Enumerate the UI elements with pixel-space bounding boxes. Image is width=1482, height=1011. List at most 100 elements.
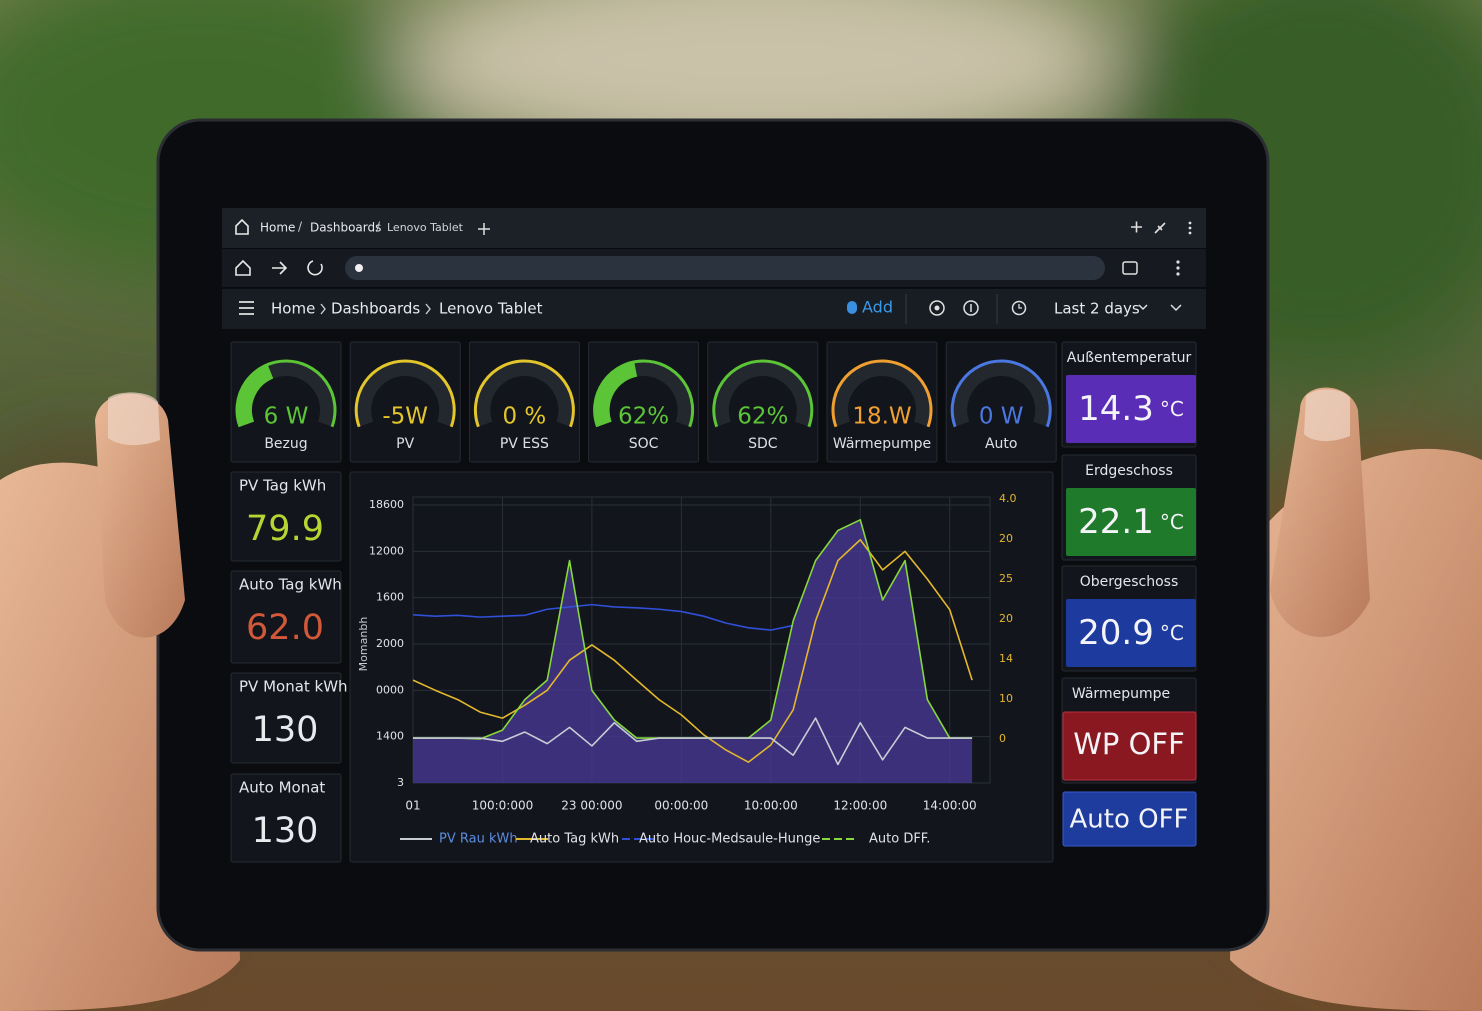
home-button[interactable] — [235, 259, 251, 276]
x-tick-label: 00:00:00 — [654, 799, 708, 813]
series-line — [413, 717, 973, 766]
tab-crumb[interactable]: Lenovo Tablet — [387, 221, 464, 234]
temp-value: 14.3 — [1078, 389, 1154, 429]
tab-separator: / — [298, 220, 303, 234]
crumb-chevron — [425, 303, 431, 315]
y2-tick-label: 20 — [999, 532, 1013, 545]
stat-title: Auto Tag kWh — [239, 576, 342, 594]
browser-menu[interactable] — [1176, 260, 1180, 276]
y-tick-label: 0000 — [376, 683, 404, 696]
gauge-value: -5W — [382, 404, 428, 430]
panel — [230, 672, 342, 764]
y2-tick-label: 20 — [999, 612, 1013, 625]
stat-title: PV Tag kWh — [239, 477, 326, 495]
gauge-track — [834, 362, 930, 427]
y2-tick-label: 4.0 — [999, 492, 1017, 505]
temp-title: Außentemperatur — [1067, 350, 1192, 366]
legend-label[interactable]: Auto Houc-Medsaule-Hunge — [639, 832, 820, 847]
temp-tile — [1066, 375, 1196, 443]
y-axis-label: Momanbh — [357, 617, 370, 672]
chart: 314000000200016001200018600010142025204.… — [357, 492, 1017, 847]
crumb[interactable]: Lenovo Tablet — [439, 300, 543, 318]
dashboard-header — [222, 289, 1206, 329]
x-tick-label: 100:0:000 — [472, 799, 534, 813]
add-button[interactable]: Add — [862, 298, 893, 317]
forward-button[interactable] — [272, 261, 288, 275]
temp-unit: °C — [1160, 621, 1184, 645]
gauge-track — [714, 362, 811, 427]
crumb[interactable]: Dashboards — [331, 300, 420, 318]
x-tick-label: 01 — [405, 799, 420, 813]
temp-value: 22.1 — [1078, 502, 1154, 542]
gauge-label: Wärmepumpe — [833, 436, 931, 452]
panel — [230, 570, 342, 664]
menu-button[interactable] — [239, 301, 254, 315]
view-button[interactable] — [929, 300, 945, 316]
reload-button[interactable] — [307, 260, 323, 276]
refresh-chevron[interactable] — [1170, 304, 1182, 312]
stat-value: 79.9 — [246, 509, 324, 549]
y-tick-label: 1400 — [376, 730, 404, 743]
tab-crumb[interactable]: Dashboards — [310, 221, 381, 235]
gauge-rim — [354, 359, 456, 428]
gauge-value: 18.W — [852, 404, 911, 430]
stat-title: PV Monat kWh — [239, 678, 348, 696]
gauge-value: 0 % — [502, 404, 546, 430]
share-button[interactable] — [963, 300, 979, 316]
legend-label[interactable]: PV Rau kWh — [439, 832, 518, 847]
gauge-value: 0 W — [979, 404, 1024, 430]
home-icon[interactable] — [235, 218, 249, 235]
add-icon — [847, 301, 857, 314]
time-range-chevron[interactable] — [1138, 304, 1148, 311]
temp-reading: 22.1 °C — [1078, 502, 1184, 542]
legend-label[interactable]: Auto Tag kWh — [530, 832, 619, 847]
url-field[interactable] — [345, 256, 1105, 280]
crumb[interactable]: Home — [271, 300, 315, 318]
share-icon[interactable] — [1154, 222, 1166, 234]
gauge-value: 62% — [618, 404, 669, 430]
tabs-button[interactable] — [1122, 261, 1138, 275]
gauge-track — [357, 362, 454, 427]
gauge-rim — [712, 359, 814, 428]
gauge-value: 62% — [737, 404, 788, 430]
y2-tick-label: 14 — [999, 652, 1013, 665]
switch-tile[interactable] — [1062, 791, 1197, 847]
new-tab[interactable] — [478, 223, 490, 235]
stat-value: 62.0 — [246, 608, 324, 648]
view-dot — [934, 305, 940, 311]
gauge-track — [476, 362, 573, 427]
legend-label[interactable]: Auto DFF. — [869, 832, 930, 847]
gauge-label: Bezug — [264, 436, 307, 452]
panel — [230, 773, 342, 863]
tab-menu[interactable] — [1188, 221, 1192, 235]
gauge-label: PV — [396, 436, 414, 452]
panel — [230, 471, 342, 562]
url-dot — [355, 264, 363, 272]
switch-value[interactable]: Auto OFF — [1069, 805, 1188, 835]
add-icon[interactable] — [1131, 221, 1142, 233]
gauge-value: 6 W — [264, 404, 309, 430]
y-tick-label: 12000 — [369, 544, 404, 557]
y2-tick-label: 0 — [999, 732, 1006, 745]
time-range[interactable]: Last 2 days — [1054, 300, 1140, 318]
y-tick-label: 1600 — [376, 591, 404, 604]
tab-separator: / — [376, 220, 381, 234]
crumb-chevron — [320, 303, 326, 315]
series-line — [412, 538, 973, 763]
y-tick-label: 2000 — [376, 637, 404, 650]
x-tick-label: 12:00:00 — [833, 799, 887, 813]
gauge-track — [953, 362, 1050, 427]
switch-tile[interactable] — [1062, 711, 1197, 781]
gauge-rim — [473, 359, 575, 428]
switch-title: Wärmepumpe — [1072, 686, 1170, 702]
stat-title: Auto Monat — [239, 779, 325, 797]
switch-value[interactable]: WP OFF — [1073, 727, 1185, 761]
stat-value: 130 — [252, 710, 319, 750]
x-tick-label: 10:00:00 — [744, 799, 798, 813]
gauge-label: SOC — [629, 436, 659, 452]
clock-hands — [1018, 304, 1022, 309]
y-tick-label: 3 — [397, 776, 404, 789]
tab-crumb[interactable]: Home — [260, 221, 295, 235]
